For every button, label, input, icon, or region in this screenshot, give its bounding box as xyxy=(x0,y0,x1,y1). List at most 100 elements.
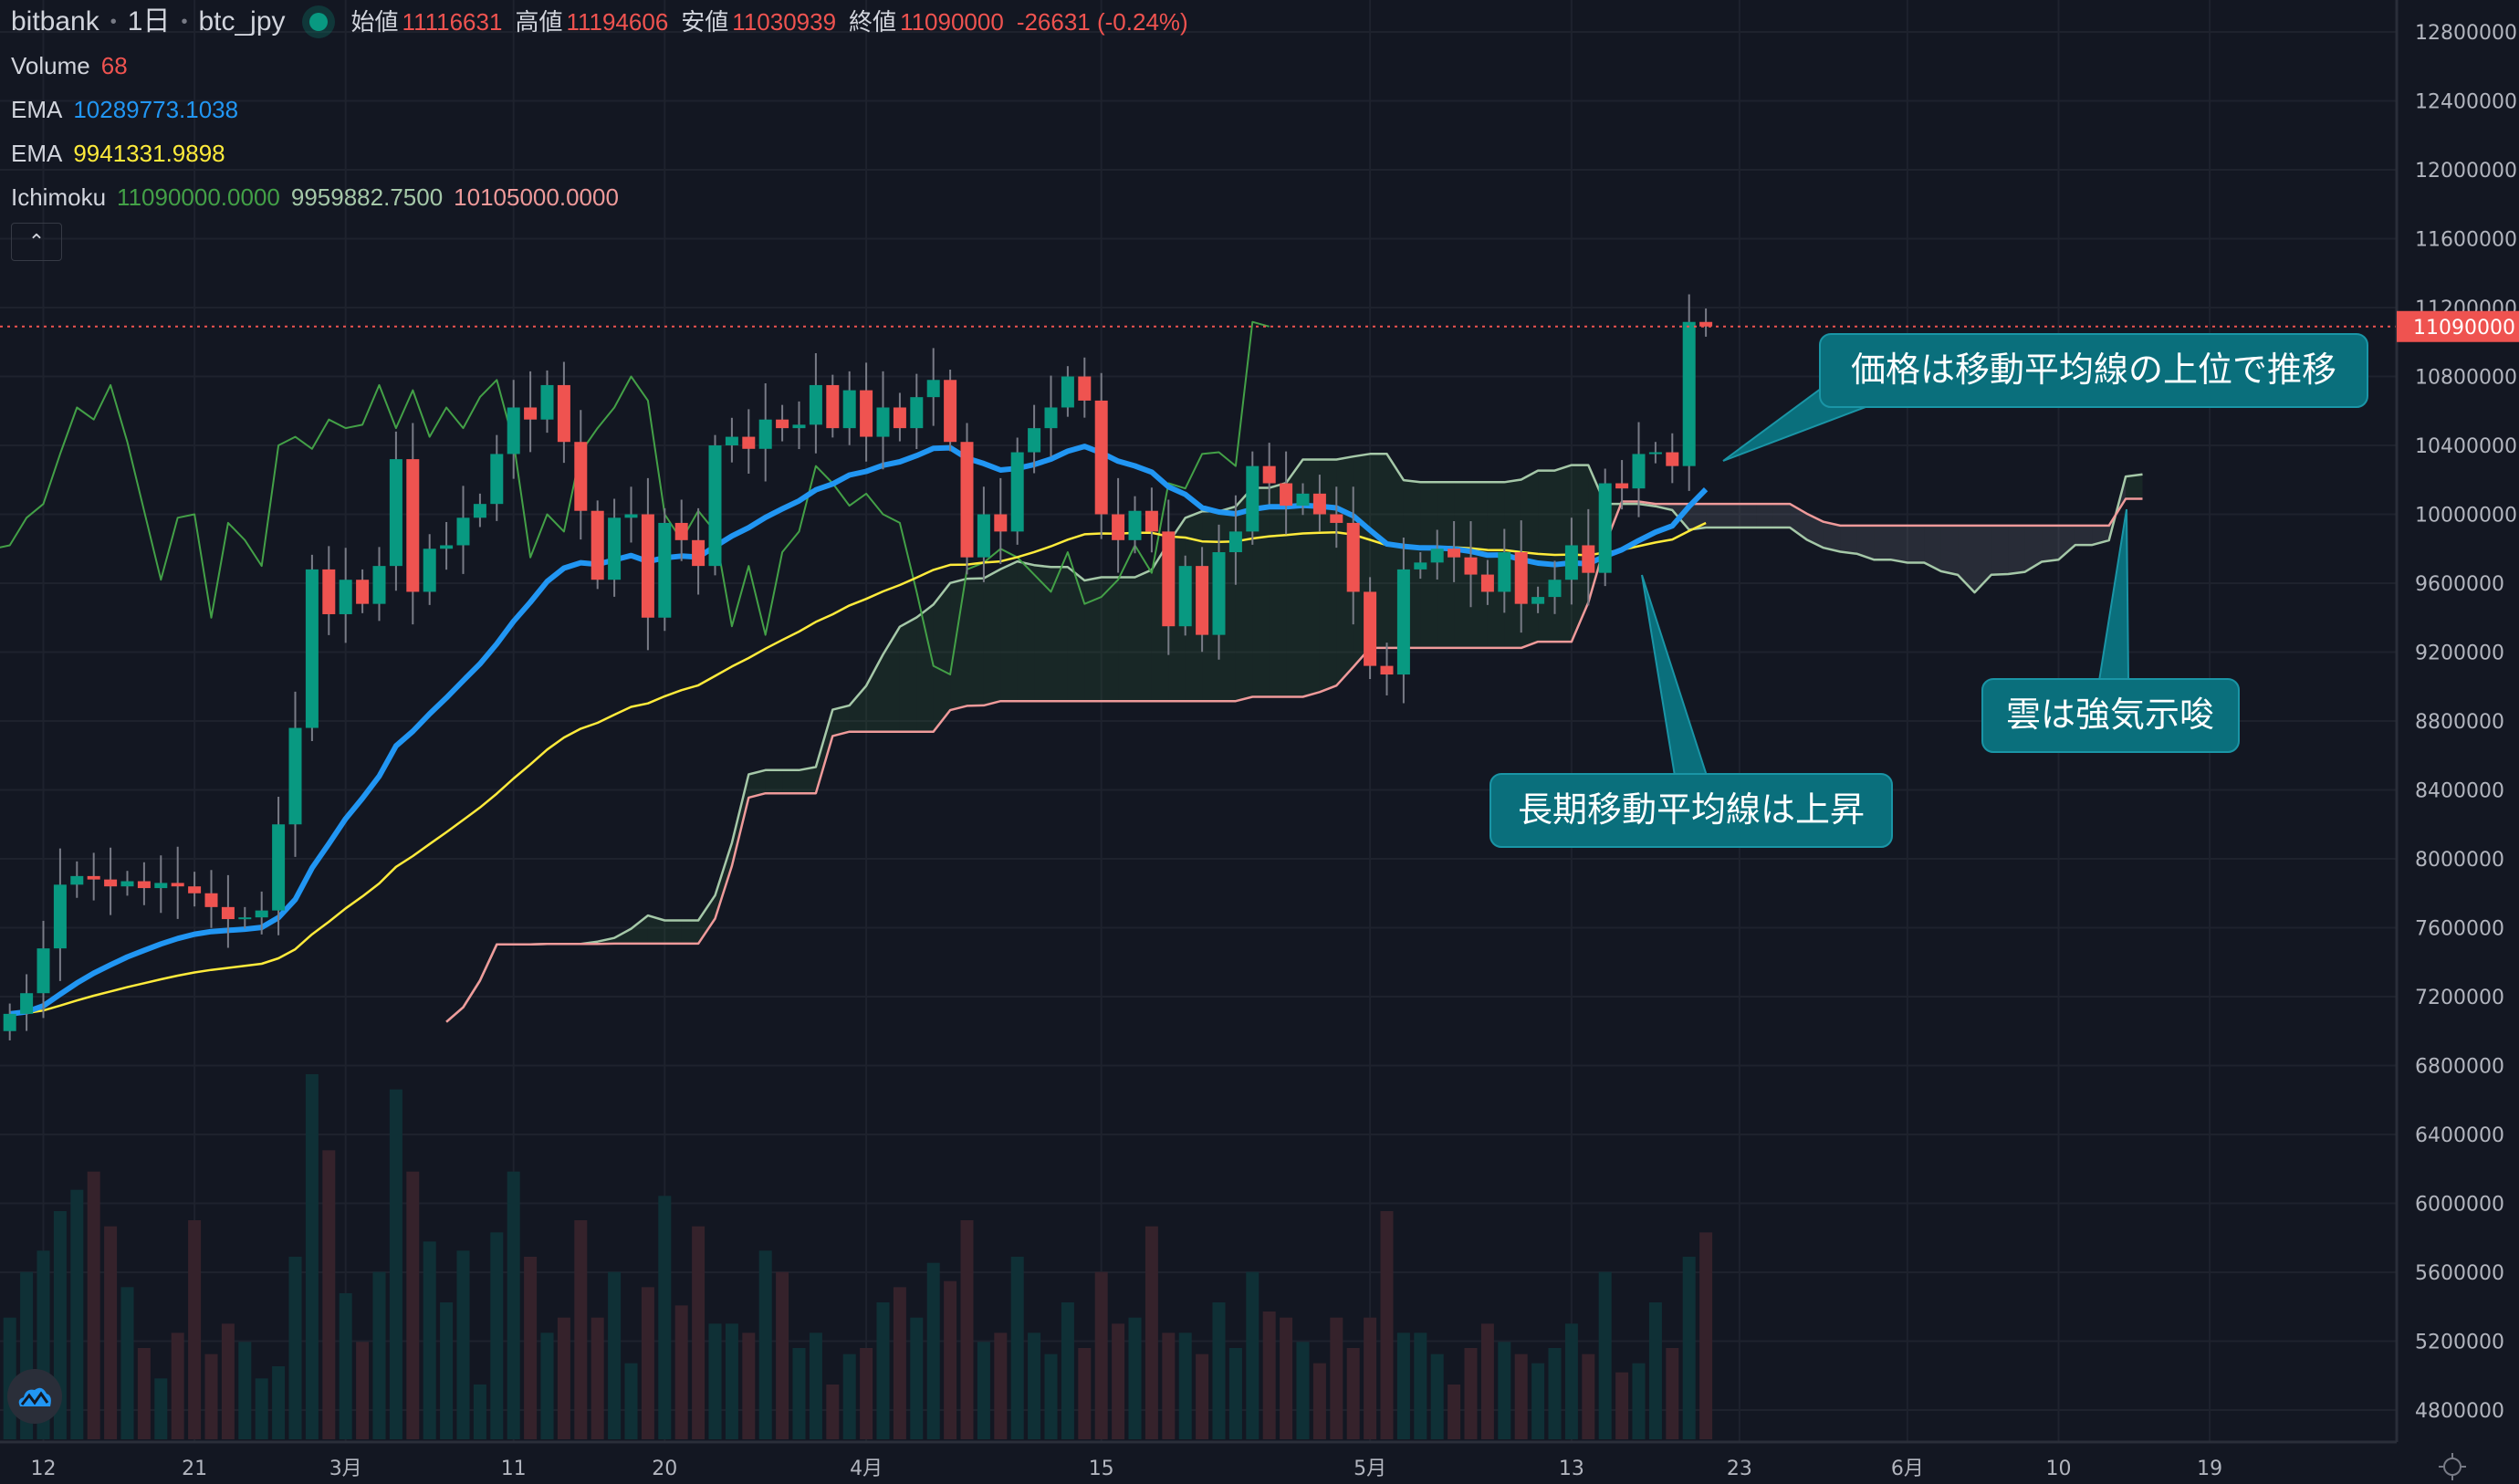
candle[interactable] xyxy=(1615,460,1629,510)
candle[interactable] xyxy=(1196,547,1209,653)
candle[interactable] xyxy=(406,423,420,625)
legend-ichimoku[interactable]: Ichimoku 11090000.0000 9959882.7500 1010… xyxy=(11,175,1188,219)
candle[interactable] xyxy=(255,891,268,935)
candle[interactable] xyxy=(1448,521,1461,582)
candle[interactable] xyxy=(1666,433,1679,484)
candle[interactable] xyxy=(1162,499,1176,655)
candle[interactable] xyxy=(624,486,638,543)
candle[interactable] xyxy=(977,486,990,582)
candle[interactable] xyxy=(776,404,789,442)
candle[interactable] xyxy=(339,548,352,643)
tradingview-logo[interactable] xyxy=(7,1369,62,1424)
candle[interactable] xyxy=(507,380,520,479)
candle[interactable] xyxy=(1699,308,1713,337)
candle[interactable] xyxy=(1296,483,1310,516)
candle[interactable] xyxy=(456,486,470,574)
callout-cloud-bullish[interactable]: 雲は強気示唆 xyxy=(1981,508,2240,753)
candle[interactable] xyxy=(826,374,840,438)
candle[interactable] xyxy=(3,1003,16,1040)
candle[interactable] xyxy=(473,493,486,528)
candle[interactable] xyxy=(1262,443,1276,505)
candle[interactable] xyxy=(1396,537,1410,704)
candle[interactable] xyxy=(860,362,873,462)
candle[interactable] xyxy=(742,409,756,474)
candle[interactable] xyxy=(1430,529,1444,580)
candle[interactable] xyxy=(641,477,654,651)
candle[interactable] xyxy=(910,373,924,450)
time-axis[interactable] xyxy=(0,1442,2397,1484)
legend-ema-50[interactable]: EMA 9941331.9898 xyxy=(11,131,1188,175)
candle[interactable] xyxy=(120,871,134,896)
legend-ema-20[interactable]: EMA 10289773.1038 xyxy=(11,88,1188,131)
candle[interactable] xyxy=(994,477,1008,565)
candle[interactable] xyxy=(960,423,974,575)
candle[interactable] xyxy=(1414,552,1427,580)
candle[interactable] xyxy=(809,353,822,454)
candle[interactable] xyxy=(1010,437,1024,545)
candle[interactable] xyxy=(1632,422,1646,517)
candle[interactable] xyxy=(440,521,454,570)
candle[interactable] xyxy=(540,370,554,434)
candle[interactable] xyxy=(389,431,402,591)
candle[interactable] xyxy=(188,872,202,907)
candle[interactable] xyxy=(104,847,118,915)
candle[interactable] xyxy=(171,846,184,919)
candle[interactable] xyxy=(1548,560,1562,614)
candle[interactable] xyxy=(1178,555,1192,636)
candle[interactable] xyxy=(608,498,622,597)
candle[interactable] xyxy=(1094,372,1108,539)
candle[interactable] xyxy=(1380,643,1394,695)
candle[interactable] xyxy=(204,870,218,928)
callout-long-ma-rising[interactable]: 長期移動平均線は上昇 xyxy=(1489,574,1893,848)
legend-volume[interactable]: Volume 68 xyxy=(11,44,1188,88)
candle[interactable] xyxy=(725,417,738,463)
candle[interactable] xyxy=(692,507,706,595)
candle[interactable] xyxy=(1564,517,1578,605)
candle[interactable] xyxy=(1648,442,1662,464)
candle[interactable] xyxy=(490,434,504,521)
candle[interactable] xyxy=(154,855,168,914)
candle[interactable] xyxy=(37,920,50,1019)
candle[interactable] xyxy=(944,369,957,452)
candle[interactable] xyxy=(53,848,67,981)
candle[interactable] xyxy=(70,861,84,898)
candle[interactable] xyxy=(708,434,722,576)
candle[interactable] xyxy=(1514,520,1528,633)
candle[interactable] xyxy=(1330,486,1343,549)
candle[interactable] xyxy=(1228,495,1242,585)
candle[interactable] xyxy=(1531,586,1545,613)
candle[interactable] xyxy=(876,371,890,470)
candle[interactable] xyxy=(893,392,906,442)
candle[interactable] xyxy=(842,371,856,445)
candle[interactable] xyxy=(423,534,436,605)
candle[interactable] xyxy=(305,554,319,741)
candle[interactable] xyxy=(591,500,604,590)
candle[interactable] xyxy=(1582,508,1595,606)
candle[interactable] xyxy=(1128,496,1142,554)
candle[interactable] xyxy=(574,410,588,540)
candle[interactable] xyxy=(272,797,286,935)
candle[interactable] xyxy=(1346,486,1360,625)
candle[interactable] xyxy=(1464,521,1478,608)
candle[interactable] xyxy=(1112,477,1125,573)
callout-price-above-ma[interactable]: 価格は移動平均線の上位で推移 xyxy=(1722,333,2368,462)
candle[interactable] xyxy=(1280,451,1293,535)
candle[interactable] xyxy=(758,383,772,482)
candle[interactable] xyxy=(1061,366,1074,417)
candle[interactable] xyxy=(372,547,386,622)
candle[interactable] xyxy=(238,906,252,929)
candle[interactable] xyxy=(87,852,100,901)
candle[interactable] xyxy=(356,569,370,613)
candle[interactable] xyxy=(288,691,302,857)
candle[interactable] xyxy=(1312,475,1326,532)
candle[interactable] xyxy=(557,361,570,464)
candle[interactable] xyxy=(1246,451,1260,545)
collapse-legend-button[interactable]: ⌃ xyxy=(11,223,62,261)
interval[interactable]: 1日 xyxy=(127,6,171,37)
candle[interactable] xyxy=(1212,524,1226,660)
candle[interactable] xyxy=(221,874,235,948)
candle[interactable] xyxy=(1682,294,1696,491)
candle[interactable] xyxy=(322,546,336,635)
price-axis[interactable] xyxy=(2397,0,2519,1484)
